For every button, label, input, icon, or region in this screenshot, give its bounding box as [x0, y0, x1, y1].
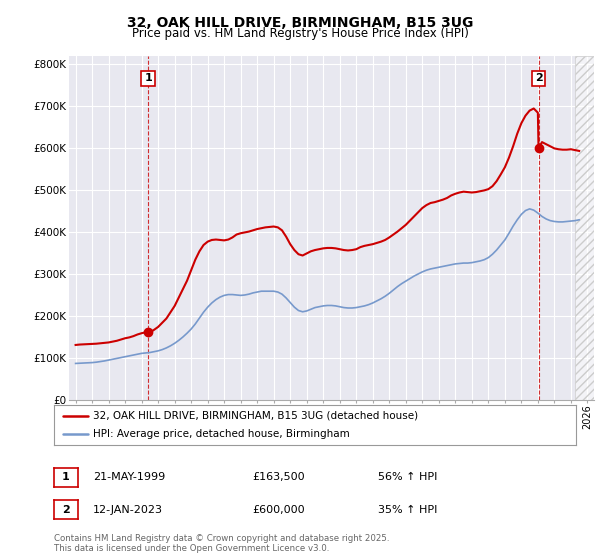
Text: 21-MAY-1999: 21-MAY-1999 — [93, 472, 165, 482]
Text: 32, OAK HILL DRIVE, BIRMINGHAM, B15 3UG (detached house): 32, OAK HILL DRIVE, BIRMINGHAM, B15 3UG … — [93, 411, 418, 421]
Text: 12-JAN-2023: 12-JAN-2023 — [93, 505, 163, 515]
Text: Contains HM Land Registry data © Crown copyright and database right 2025.
This d: Contains HM Land Registry data © Crown c… — [54, 534, 389, 553]
Text: 32, OAK HILL DRIVE, BIRMINGHAM, B15 3UG: 32, OAK HILL DRIVE, BIRMINGHAM, B15 3UG — [127, 16, 473, 30]
Text: Price paid vs. HM Land Registry's House Price Index (HPI): Price paid vs. HM Land Registry's House … — [131, 27, 469, 40]
Text: £600,000: £600,000 — [252, 505, 305, 515]
Text: 56% ↑ HPI: 56% ↑ HPI — [378, 472, 437, 482]
Text: 1: 1 — [62, 472, 70, 482]
Text: 2: 2 — [62, 505, 70, 515]
Text: 1: 1 — [144, 73, 152, 83]
Text: 35% ↑ HPI: 35% ↑ HPI — [378, 505, 437, 515]
Text: 2: 2 — [535, 73, 542, 83]
Text: £163,500: £163,500 — [252, 472, 305, 482]
Text: HPI: Average price, detached house, Birmingham: HPI: Average price, detached house, Birm… — [93, 430, 350, 439]
